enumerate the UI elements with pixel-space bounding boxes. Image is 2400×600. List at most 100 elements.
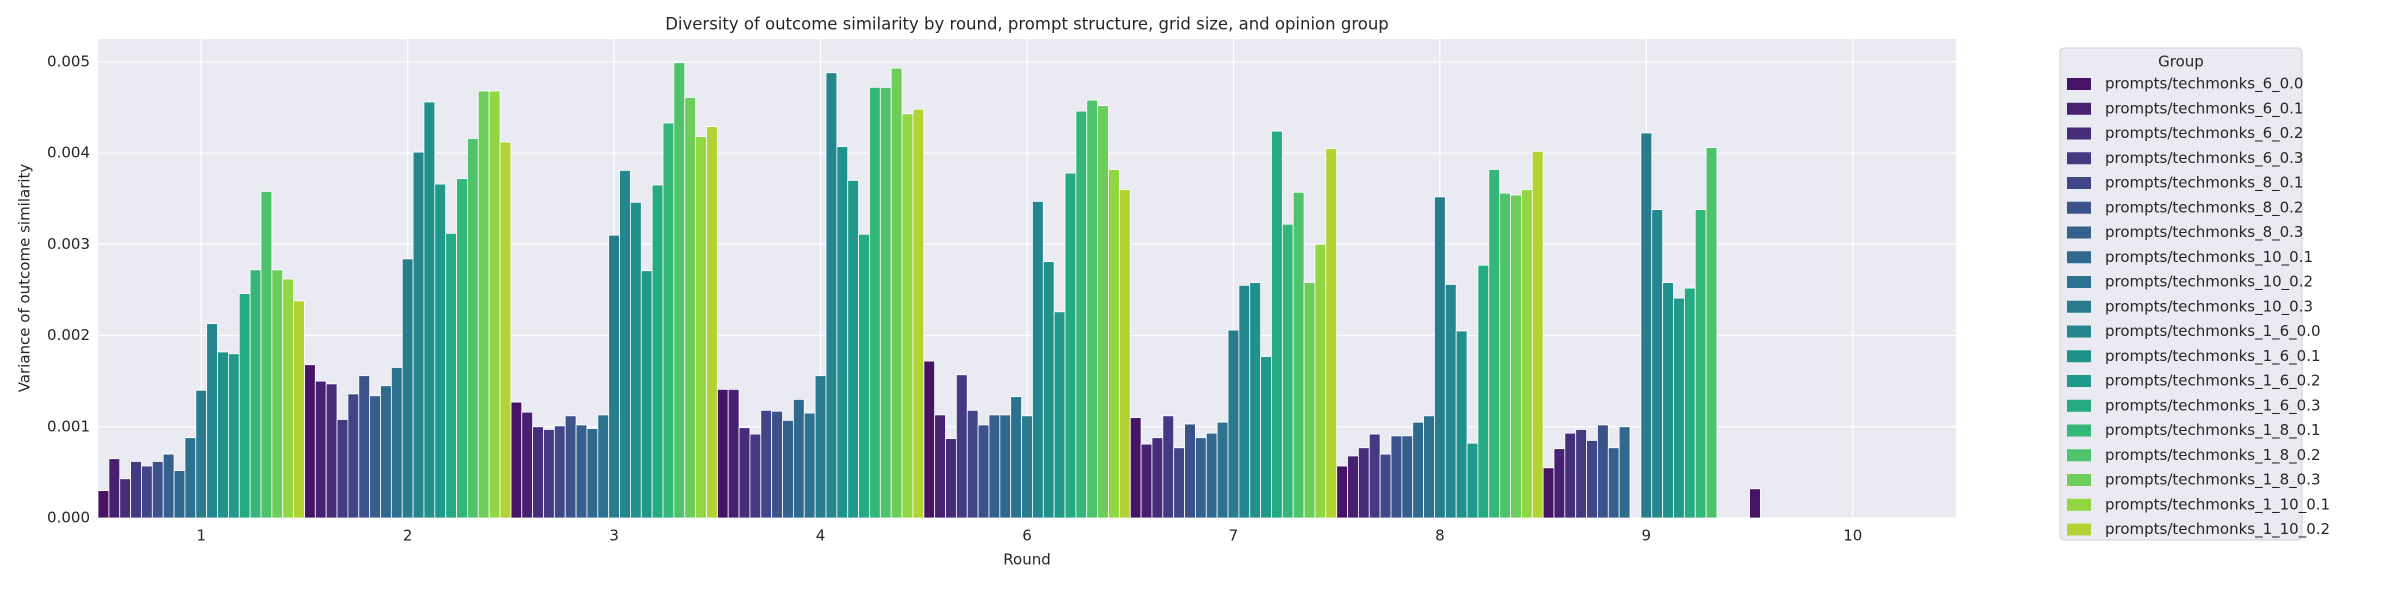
- bar: [227, 353, 240, 519]
- bar: [445, 232, 457, 519]
- legend-swatch: [2067, 498, 2091, 511]
- bar: [325, 383, 338, 519]
- y-tick-label: 0.004: [47, 144, 90, 162]
- bar: [586, 428, 599, 519]
- legend-swatch: [2067, 201, 2091, 214]
- bar: [358, 375, 371, 519]
- legend-label: prompts/techmonks_10_0.3: [2105, 297, 2313, 316]
- legend-label: prompts/techmonks_1_6_0.3: [2105, 396, 2321, 415]
- legend-swatch: [2067, 276, 2091, 288]
- bar: [314, 380, 327, 519]
- bar: [1510, 194, 1522, 519]
- bar: [792, 398, 805, 519]
- bar: [1303, 282, 1316, 519]
- bar: [999, 414, 1012, 519]
- bar: [890, 67, 903, 519]
- bar: [1586, 440, 1598, 519]
- bar: [803, 412, 816, 519]
- bar: [173, 470, 186, 519]
- legend-label: prompts/techmonks_8_0.1: [2105, 174, 2303, 193]
- bar: [684, 96, 697, 519]
- bar: [1314, 243, 1327, 519]
- bar: [1271, 130, 1283, 519]
- bar: [1434, 196, 1446, 519]
- bar: [1281, 223, 1294, 519]
- bar: [1042, 261, 1055, 519]
- bar: [499, 141, 512, 519]
- bar: [1673, 297, 1685, 519]
- bar: [1140, 443, 1153, 519]
- bar: [1477, 264, 1490, 519]
- bar: [1347, 455, 1359, 519]
- bar: [934, 414, 946, 519]
- bar: [1749, 488, 1761, 519]
- bar: [1488, 169, 1501, 519]
- x-tick-label: 8: [1435, 527, 1445, 545]
- legend-swatch: [2067, 375, 2091, 387]
- legend-swatch: [2067, 449, 2091, 462]
- bar: [1118, 189, 1131, 519]
- bar: [1694, 209, 1707, 519]
- bar: [423, 101, 436, 519]
- bar: [456, 178, 468, 519]
- bar: [1651, 209, 1664, 519]
- legend-label: prompts/techmonks_1_6_0.1: [2105, 347, 2321, 366]
- x-tick-label: 10: [1843, 527, 1862, 545]
- bar: [1542, 467, 1555, 519]
- bar: [749, 433, 762, 519]
- bar: [1195, 437, 1207, 519]
- bar: [1021, 415, 1033, 519]
- bar: [1086, 99, 1099, 519]
- legend-swatch: [2067, 102, 2091, 115]
- bar: [901, 113, 914, 519]
- y-tick-label: 0.003: [47, 235, 90, 253]
- bar: [1053, 311, 1066, 519]
- bar: [977, 424, 990, 519]
- legend-swatch: [2067, 300, 2091, 313]
- bar: [553, 425, 566, 519]
- legend-swatch: [2067, 424, 2091, 437]
- bar: [869, 86, 881, 519]
- bar: [1108, 169, 1120, 519]
- x-tick-label: 3: [609, 527, 619, 545]
- x-axis-label: Round: [1003, 551, 1050, 569]
- legend-label: prompts/techmonks_6_0.3: [2105, 149, 2303, 168]
- bar: [1520, 189, 1533, 519]
- y-tick-label: 0.002: [47, 326, 90, 344]
- bar: [141, 465, 153, 519]
- x-tick-label: 9: [1642, 527, 1652, 545]
- bar: [1662, 282, 1674, 519]
- bar: [1260, 356, 1272, 519]
- bar: [369, 395, 381, 519]
- legend-label: prompts/techmonks_1_10_0.1: [2105, 495, 2330, 514]
- bar: [238, 293, 251, 519]
- bar: [1064, 172, 1077, 519]
- bar: [695, 136, 707, 519]
- bar: [988, 414, 1001, 519]
- bar: [1032, 201, 1044, 519]
- y-tick-label: 0.000: [47, 509, 90, 527]
- bar: [879, 86, 892, 519]
- bar: [847, 180, 859, 519]
- y-tick-label: 0.005: [47, 52, 90, 70]
- bar: [1151, 437, 1164, 519]
- legend-swatch: [2067, 78, 2091, 90]
- bar: [575, 424, 588, 519]
- bar: [673, 62, 686, 519]
- bar: [521, 411, 534, 519]
- bar: [923, 360, 936, 519]
- bar: [1455, 330, 1468, 519]
- bar: [1531, 150, 1544, 519]
- bar: [662, 122, 675, 519]
- bar: [1292, 191, 1305, 519]
- bar: [1162, 415, 1175, 519]
- bar: [1564, 432, 1577, 519]
- legend-swatch: [2067, 325, 2091, 338]
- bar: [727, 388, 740, 519]
- bar: [1444, 284, 1457, 519]
- legend-label: prompts/techmonks_1_8_0.1: [2105, 421, 2321, 440]
- bar: [412, 151, 425, 519]
- bar: [1336, 465, 1348, 519]
- legend-label: prompts/techmonks_10_0.2: [2105, 273, 2313, 292]
